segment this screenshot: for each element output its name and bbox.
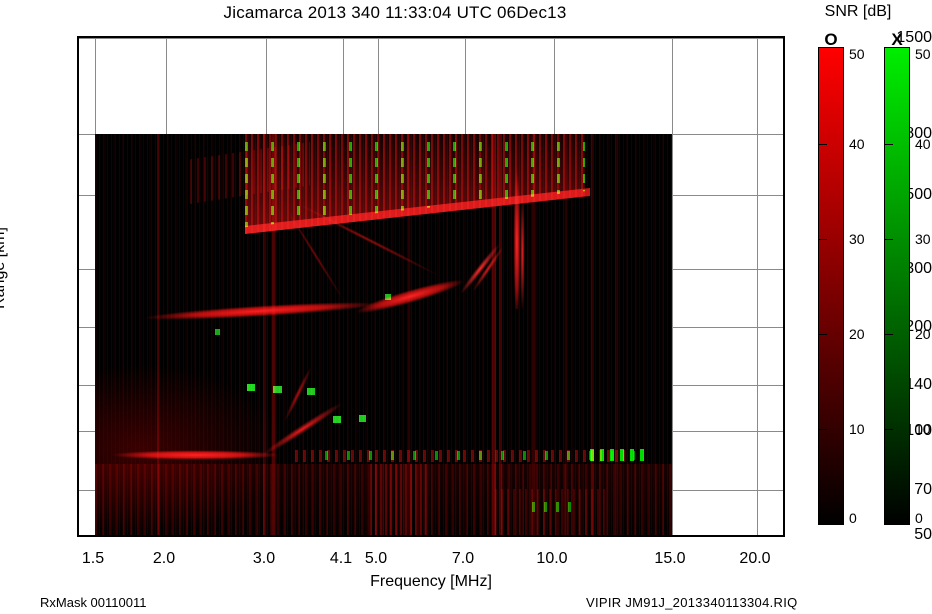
xtick-label-2.0: 2.0	[152, 550, 176, 567]
xtick-label-15.0: 15.0	[654, 550, 686, 567]
colorbar-o-label-10: 10	[849, 421, 865, 437]
colorbar-x-label-10: 10	[915, 421, 931, 437]
plot-inner	[79, 38, 783, 535]
colorbar-o-mode[interactable]	[818, 47, 844, 525]
xtick-label-10.0: 10.0	[536, 550, 568, 567]
ytick-label-50: 50	[914, 526, 932, 543]
colorbar-x-label-0: 0	[915, 510, 923, 526]
x-blob-1	[247, 384, 255, 391]
gridline-h-1500	[79, 38, 783, 39]
colorbar-title: SNR [dB]	[824, 3, 892, 20]
ytick-label-70: 70	[914, 481, 932, 498]
page-title: Jicamarca 2013 340 11:33:04 UTC 06Dec13	[223, 3, 567, 22]
colorbar-x-dash-10	[884, 429, 893, 430]
colorbar-x-dash-20	[884, 334, 893, 335]
footer-rxmask: RxMask 00110011	[40, 595, 147, 610]
colorbar-x-mode[interactable]	[884, 47, 910, 525]
colorbar-o-label-50: 50	[849, 46, 865, 62]
colorbar-o-dash-10	[818, 429, 827, 430]
colorbar-o-label-40: 40	[849, 136, 865, 152]
ionogram-plot[interactable]	[77, 36, 785, 537]
ytick-label-500: 500	[905, 186, 932, 203]
x-blob-4	[333, 416, 341, 423]
xtick-label-4.1: 4.1	[329, 550, 353, 567]
x-axis-title: Frequency [MHz]	[370, 573, 492, 590]
gridline-v-15.0	[672, 38, 673, 535]
colorbar-x-label-20: 20	[915, 326, 931, 342]
colorbar-o-label-30: 30	[849, 231, 865, 247]
x-blob-5	[359, 415, 366, 422]
colorbar-x-dash-40	[884, 144, 893, 145]
d-region-noise-right	[495, 489, 605, 535]
xtick-label-1.5: 1.5	[81, 550, 105, 567]
x-blob-6	[385, 294, 391, 300]
colorbar-o-dash-30	[818, 239, 827, 240]
xtick-label-3.0: 3.0	[252, 550, 276, 567]
e-layer-x-speckles-right	[590, 449, 650, 461]
colorbar-o-dash-40	[818, 144, 827, 145]
gridline-v-20.0	[757, 38, 758, 535]
xtick-label-20.0: 20.0	[739, 550, 771, 567]
ytick-label-1500: 1500	[896, 29, 932, 46]
ytick-label-200: 200	[905, 318, 932, 335]
colorbar-x-label-40: 40	[915, 136, 931, 152]
x-speckles-lower	[532, 502, 572, 512]
colorbar-o-dash-20	[818, 334, 827, 335]
ytick-label-300: 300	[905, 260, 932, 277]
x-blob-2	[273, 386, 282, 393]
colorbar-x-label-30: 30	[915, 231, 931, 247]
colorbar-o-label-20: 20	[849, 326, 865, 342]
x-blob-7	[215, 329, 220, 335]
y-axis-title: Range [km]	[0, 227, 8, 309]
ytick-label-100: 100	[905, 422, 932, 439]
ytick-label-140: 140	[905, 376, 932, 393]
ionogram-data-raster	[95, 134, 672, 535]
colorbar-x-label-50: 50	[915, 46, 931, 62]
xtick-label-7.0: 7.0	[451, 550, 475, 567]
footer-filename: VIPIR JM91J_2013340113304.RIQ	[586, 595, 798, 610]
x-blob-3	[307, 388, 315, 395]
e-layer-x-speckles	[325, 451, 635, 460]
colorbar-o-caption: O	[824, 30, 838, 49]
ytick-label-800: 800	[905, 125, 932, 142]
colorbar-o-label-0: 0	[849, 510, 857, 526]
xtick-label-5.0: 5.0	[364, 550, 388, 567]
colorbar-x-dash-30	[884, 239, 893, 240]
d-region-noise-burst	[370, 464, 430, 535]
colorbar-x-caption: X	[891, 30, 903, 49]
